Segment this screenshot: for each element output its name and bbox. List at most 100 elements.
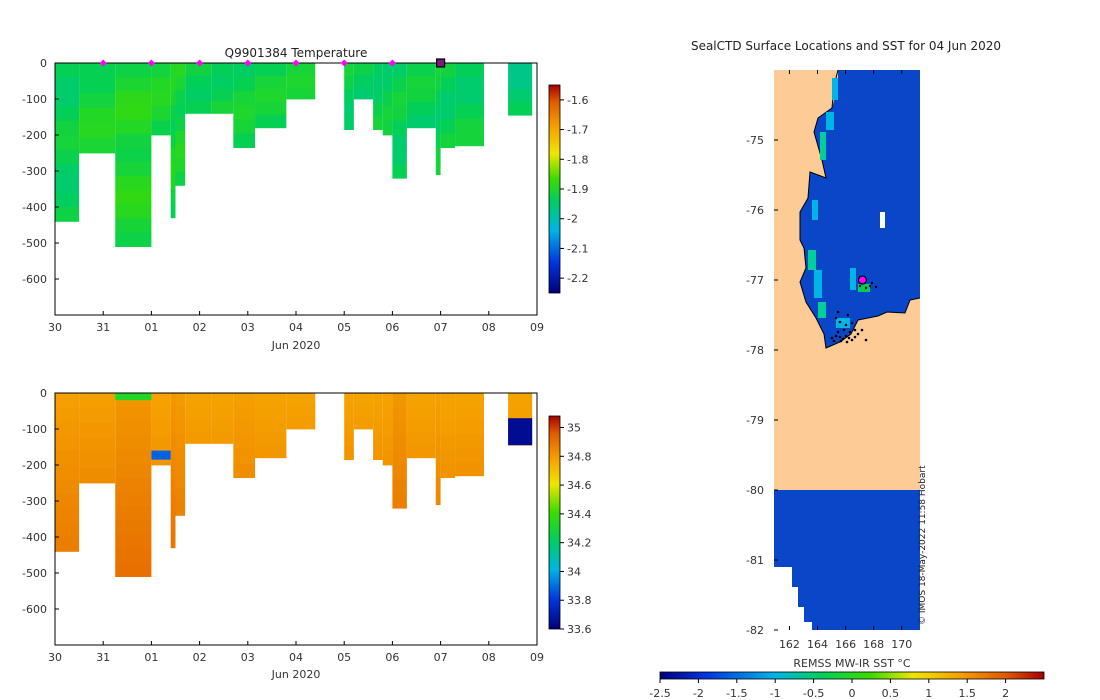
profile-cell — [233, 435, 256, 450]
profile-cell — [353, 87, 374, 100]
profile-cell — [115, 562, 152, 577]
profile-cell — [255, 393, 287, 407]
profile-cell — [115, 204, 152, 219]
y-tick-label: -200 — [22, 129, 47, 142]
profile-cell — [392, 120, 407, 136]
salinity-xlabel: Jun 2020 — [271, 668, 321, 681]
profile-cell — [344, 76, 354, 91]
profile-cell — [170, 119, 176, 134]
profile-cell — [175, 63, 186, 77]
profile-cell — [55, 178, 80, 193]
profile-cell — [170, 203, 176, 219]
profile-cell — [233, 421, 256, 436]
profile-cell — [151, 63, 171, 78]
profile-cell — [440, 449, 456, 464]
x-tick-label: 06 — [385, 321, 399, 334]
x-tick-label: 02 — [193, 321, 207, 334]
profile-cell — [233, 133, 256, 148]
profile-cell — [392, 149, 407, 165]
profile-cell — [170, 175, 176, 191]
coastline — [799, 70, 920, 349]
profile-cell — [392, 106, 407, 121]
map-x-tick-label: 168 — [863, 638, 884, 651]
sst-colorbar-tick-label: 1 — [925, 687, 932, 700]
temperature-xlabel: Jun 2020 — [271, 339, 321, 352]
profile-cell — [211, 418, 234, 432]
salinity-colorbar — [548, 415, 561, 630]
y-tick-label: -100 — [22, 423, 47, 436]
profile-cell — [115, 534, 152, 549]
profile-cell — [55, 135, 80, 150]
current-location-marker — [857, 275, 868, 285]
profile-cell — [255, 114, 287, 129]
profile-cell — [255, 63, 287, 77]
profile-cell — [175, 144, 186, 159]
profile-cell — [170, 189, 176, 205]
profile-cell — [373, 89, 383, 104]
profile-cell — [508, 76, 533, 90]
profile-cell — [170, 449, 176, 464]
profile-cell — [115, 77, 152, 92]
colorbar-tick-label: 34.4 — [567, 508, 592, 521]
profile-cell — [151, 120, 171, 136]
seal-track-points — [830, 279, 878, 344]
profile-cell — [440, 421, 456, 436]
profile-cell — [392, 465, 407, 480]
profile-cell — [175, 488, 186, 503]
profile-cell — [211, 63, 234, 76]
profile-cell — [382, 450, 393, 466]
profile-cell — [175, 420, 186, 435]
profile-cell — [440, 105, 456, 120]
profile-cell — [211, 393, 234, 406]
profile-cell — [392, 135, 407, 150]
anomaly-cell — [151, 450, 171, 460]
profile-cell — [170, 91, 176, 106]
profile-cell — [115, 218, 152, 233]
profile-cell — [115, 520, 152, 535]
profile-cell — [440, 77, 456, 92]
profile-cell — [175, 117, 186, 132]
sst-colorbar-tick-label: -2.5 — [649, 687, 670, 700]
profile-cell — [255, 101, 287, 116]
profile-cell — [185, 88, 212, 102]
sst-colorbar — [659, 671, 1045, 680]
profile-cell — [344, 102, 354, 117]
map-x-tick-label: 170 — [891, 638, 912, 651]
profile-cell — [435, 90, 441, 106]
y-tick-label: -300 — [22, 165, 47, 178]
profile-cell — [440, 133, 456, 148]
colorbar-tick-label: -1.8 — [567, 153, 588, 166]
profile-cell — [353, 417, 374, 430]
profile-cell — [406, 75, 436, 90]
profile-marker — [244, 59, 252, 67]
profile-cell — [382, 407, 393, 423]
profile-cell — [286, 63, 316, 76]
profile-cell — [344, 89, 354, 104]
profile-cell — [406, 418, 436, 433]
profile-cell — [55, 421, 80, 437]
profile-marker — [99, 59, 107, 67]
profile-cell — [344, 419, 354, 434]
profile-cell — [170, 407, 176, 422]
profile-cell — [170, 393, 176, 408]
profile-cell — [353, 75, 374, 88]
profile-cell — [185, 430, 212, 444]
temperature-x-ticks: 30 31 01 02 03 04 05 06 07 08 09 — [48, 311, 544, 334]
x-tick-label: 05 — [337, 651, 351, 664]
x-tick-label: 09 — [530, 321, 544, 334]
current-location-dot — [857, 275, 868, 285]
profile-cell — [185, 418, 212, 432]
map-x-tick-label: 164 — [807, 638, 828, 651]
profile-cell — [455, 76, 484, 91]
x-tick-label: 03 — [241, 651, 255, 664]
map-y-tick-label: -82 — [746, 624, 764, 637]
profile-cell — [175, 461, 186, 475]
profile-cell — [406, 88, 436, 103]
profile-cell — [255, 431, 287, 446]
sst-colorbar-tick-label: 1.5 — [958, 687, 976, 700]
profile-cell — [175, 90, 186, 105]
profile-cell — [175, 501, 186, 516]
sst-colorbar-tick-label: -0.5 — [803, 687, 824, 700]
profile-cell — [115, 407, 152, 422]
profile-cell — [435, 146, 441, 162]
